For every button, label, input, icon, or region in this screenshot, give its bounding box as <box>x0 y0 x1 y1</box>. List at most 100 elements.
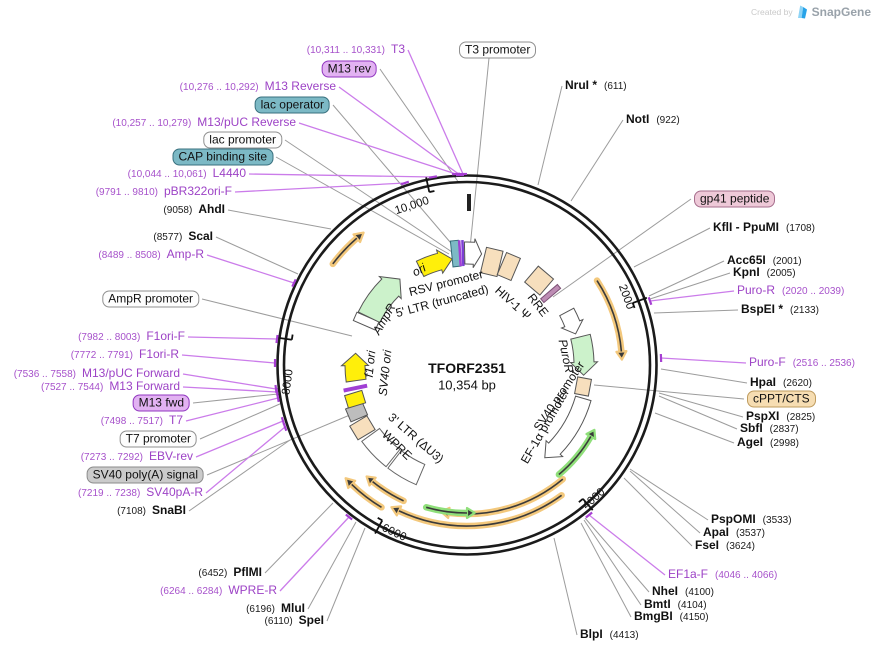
callout-pos: (10,276 .. 10,292) <box>179 82 259 93</box>
callout-name: AmpR promoter <box>108 291 193 306</box>
primer-marker-pbr322ori-f <box>400 180 410 186</box>
callout-name: M13 rev <box>327 61 371 76</box>
callout-m13-fwd[interactable]: M13 fwd <box>132 394 190 412</box>
callout-pos: (6452) <box>198 568 228 579</box>
callout-name: BspEI * <box>741 302 784 316</box>
primer-marker-l4440 <box>428 175 438 179</box>
callout-line-kfli-ppumi <box>633 227 711 268</box>
callout-t7[interactable]: (7498 .. 7517) T7 <box>101 413 183 429</box>
callout-name: ScaI <box>188 229 213 243</box>
callout-pos: (2998) <box>770 438 799 449</box>
callout-name: WPRE-R <box>228 583 277 597</box>
callout-bmgbi[interactable]: BmgBI (4150) <box>634 609 709 625</box>
callout-pbr322ori-f[interactable]: (9791 .. 9810) pBR322ori-F <box>96 184 232 200</box>
callout-noti[interactable]: NotI (922) <box>626 112 680 128</box>
callout-amp-r[interactable]: (8489 .. 8508) Amp-R <box>98 247 204 263</box>
callout-kpni[interactable]: KpnI (2005) <box>733 265 796 281</box>
callout-name: T7 <box>168 413 183 427</box>
callout-puro-r[interactable]: Puro-R (2020 .. 2039) <box>737 283 844 299</box>
callout-pos: (8489 .. 8508) <box>98 250 161 261</box>
callout-pos: (9058) <box>163 205 193 216</box>
callout-line-f1ori-f <box>187 336 278 340</box>
primer-site-markers <box>273 172 663 521</box>
callout-cppt-cts[interactable]: cPPT/CTS <box>747 390 816 408</box>
callout-fsei[interactable]: FseI (3624) <box>695 538 755 554</box>
callout-snabi[interactable]: (7108) SnaBI <box>117 503 186 519</box>
callout-hpai[interactable]: HpaI (2620) <box>750 375 812 391</box>
callout-line-bspei <box>653 309 739 314</box>
callout-m13-reverse[interactable]: (10,276 .. 10,292) M13 Reverse <box>180 79 336 95</box>
callout-pos: (7527 .. 7544) <box>41 382 104 393</box>
callout-pos: (4046 .. 4066) <box>715 570 778 581</box>
callout-bspei[interactable]: BspEI * (2133) <box>741 302 819 318</box>
callout-name: HpaI <box>750 375 777 389</box>
callout-m13-forward[interactable]: (7527 .. 7544) M13 Forward <box>41 379 180 395</box>
callout-f1ori-f[interactable]: (7982 .. 8003) F1ori-F <box>78 329 185 345</box>
rsv-promoter-arrow <box>463 238 483 268</box>
callout-ampr-promoter[interactable]: AmpR promoter <box>102 290 199 308</box>
callout-pspxi[interactable]: PspXI (2825) <box>746 409 815 425</box>
callout-pos: (7498 .. 7517) <box>100 416 163 427</box>
callout-acc65i[interactable]: Acc65I (2001) <box>727 253 802 269</box>
callout-t3-promoter[interactable]: T3 promoter <box>459 41 537 59</box>
callout-sbfi[interactable]: SbfI (2837) <box>740 421 799 437</box>
callout-pflmi[interactable]: (6452) PflMI <box>198 565 262 581</box>
callout-line-nhei <box>584 517 650 593</box>
callout-ahdi[interactable]: (9058) AhdI <box>163 202 225 218</box>
callout-nhei[interactable]: NheI (4100) <box>652 584 714 600</box>
callout-pos: (10,311 .. 10,331) <box>306 45 385 56</box>
callout-name: NheI <box>652 584 679 598</box>
callout-line-sbfi <box>658 395 738 430</box>
callout-line-pflmi <box>264 502 334 574</box>
callout-blpi[interactable]: BlpI (4413) <box>580 627 639 643</box>
callout-line-f1ori-r <box>181 354 276 364</box>
callout-m13-rev[interactable]: M13 rev <box>321 60 377 78</box>
callout-pos: (6110) <box>264 616 293 627</box>
callout-line-m13-forward <box>182 386 278 393</box>
callout-t7-promoter[interactable]: T7 promoter <box>119 430 197 448</box>
feature-shapes[interactable] <box>340 238 599 486</box>
callout-kfli-ppumi[interactable]: KflI - PpuMI (1708) <box>713 220 815 236</box>
callout-sv40pa-r[interactable]: (7219 .. 7238) SV40pA-R <box>78 485 203 501</box>
callout-sv40-poly-a-signal[interactable]: SV40 poly(A) signal <box>86 466 204 484</box>
callout-cap-binding-site[interactable]: CAP binding site <box>172 148 273 166</box>
feature-label-f1-ori[interactable]: f1 ori <box>361 349 379 379</box>
callout-gp41-peptide[interactable]: gp41 peptide <box>694 190 776 208</box>
orf-arrow-4 <box>372 480 404 502</box>
callout-spei[interactable]: (6110) SpeI <box>264 613 324 629</box>
callout-lac-promoter[interactable]: lac promoter <box>203 131 282 149</box>
callout-pos: (2001) <box>772 256 802 267</box>
primer-region-stripe-1 <box>457 240 463 267</box>
callout-l4440[interactable]: (10,044 .. 10,061) L4440 <box>128 166 246 182</box>
callout-pos: (2020 .. 2039) <box>782 286 845 297</box>
callout-agei[interactable]: AgeI (2998) <box>737 435 799 451</box>
callout-line-kpni <box>649 272 731 300</box>
callout-name: Amp-R <box>166 247 204 261</box>
callout-t3[interactable]: (10,311 .. 10,331) T3 <box>307 42 405 58</box>
callout-name: Puro-R <box>737 283 776 297</box>
callout-lac-operator[interactable]: lac operator <box>254 96 330 114</box>
primer-marker-sv40pa-r <box>282 422 288 432</box>
callout-puro-f[interactable]: Puro-F (2516 .. 2536) <box>749 355 855 371</box>
callout-apai[interactable]: ApaI (3537) <box>703 525 765 541</box>
f1-ori-arrow <box>340 352 370 383</box>
callout-name: AgeI <box>737 435 764 449</box>
primer-region-stripe-2 <box>461 240 465 267</box>
callout-line-t7-promoter <box>199 402 283 440</box>
callout-scai[interactable]: (8577) ScaI <box>153 229 213 245</box>
callout-line-scai <box>215 236 299 275</box>
callout-nrui[interactable]: NruI * (611) <box>565 78 627 94</box>
callout-pspomi[interactable]: PspOMI (3533) <box>711 512 792 528</box>
callout-mlui[interactable]: (6196) MluI <box>246 601 305 617</box>
callout-f1ori-r[interactable]: (7772 .. 7791) F1ori-R <box>71 347 179 363</box>
ori-arrow <box>415 248 453 278</box>
callout-ef1a-f[interactable]: EF1a-F (4046 .. 4066) <box>668 567 777 583</box>
callout-ebv-rev[interactable]: (7273 .. 7292) EBV-rev <box>81 449 193 465</box>
primer-marker-t7 <box>276 393 280 403</box>
callout-m13-puc-forward[interactable]: (7536 .. 7558) M13/pUC Forward <box>14 366 180 382</box>
callout-line-blpi <box>553 537 578 636</box>
callout-wpre-r[interactable]: (6264 .. 6284) WPRE-R <box>160 583 277 599</box>
callout-m13-puc-reverse[interactable]: (10,257 .. 10,279) M13/pUC Reverse <box>112 115 296 131</box>
callout-bmti[interactable]: BmtI (4104) <box>644 597 707 613</box>
feature-box-ampr-promoter: AmpR promoter <box>102 290 199 308</box>
